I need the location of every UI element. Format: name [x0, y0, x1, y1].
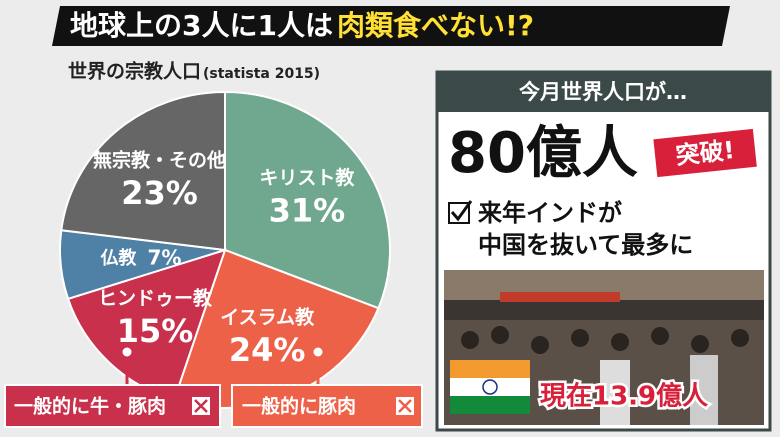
- slice-value: 23%: [121, 174, 198, 212]
- chart-title: 世界の宗教人口: [68, 60, 201, 83]
- title-bar: [52, 6, 730, 46]
- title-highlight: 肉類食べない!?: [337, 9, 534, 42]
- slice-value: 7%: [147, 245, 181, 269]
- slice-label: イスラム教: [220, 305, 315, 328]
- callout-text: 一般的に豚肉: [242, 395, 356, 418]
- check: [450, 200, 473, 222]
- callout-text: 一般的に牛・豚肉: [14, 395, 166, 418]
- callout-box: [231, 384, 423, 428]
- pie-slice: [60, 90, 226, 252]
- cross: [398, 399, 412, 413]
- callout-dot: [119, 344, 135, 360]
- slice-label: ヒンドゥー教: [98, 287, 213, 310]
- badge-bg: [653, 128, 757, 178]
- slice-value: 24%: [229, 331, 306, 369]
- pie-slice: [224, 90, 391, 310]
- check-line: 中国を抜いて最多に: [478, 231, 693, 259]
- callout-box: [4, 384, 221, 428]
- chart-subtitle: (statista 2015): [203, 66, 320, 82]
- panel-header-bar: [437, 72, 770, 112]
- slice-label: 仏教: [100, 247, 137, 269]
- badge: 突破!: [674, 136, 736, 170]
- panel-header: 今月世界人口が…: [519, 80, 687, 104]
- cross: [194, 399, 208, 413]
- slice-label: キリスト教: [259, 166, 355, 189]
- checkbox: [448, 202, 470, 224]
- callout-dot: [310, 344, 326, 360]
- slice-value: 31%: [269, 192, 346, 230]
- headline: 80億人: [448, 121, 638, 186]
- slice-value: 15%: [117, 312, 194, 350]
- india-flag: [450, 360, 530, 414]
- check-line: 来年インドが: [478, 199, 622, 227]
- slice-label: 無宗教・その他: [93, 148, 226, 171]
- caption: 現在13.9億人: [540, 382, 708, 412]
- title-main: 地球上の3人に1人は: [70, 9, 333, 42]
